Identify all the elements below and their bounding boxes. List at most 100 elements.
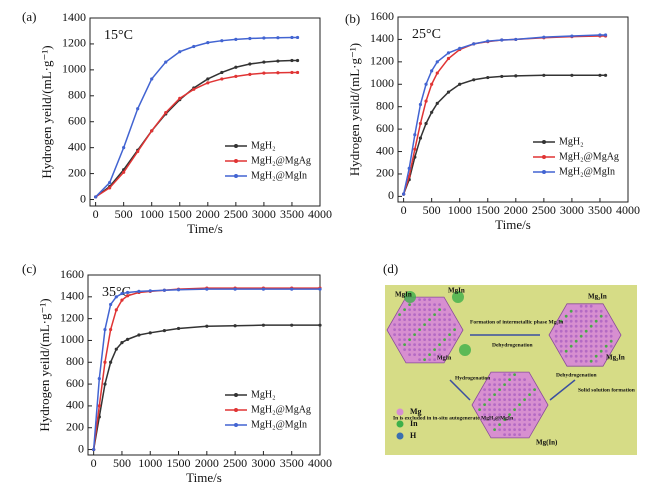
atom bbox=[443, 318, 446, 321]
data-point bbox=[486, 39, 490, 43]
data-point bbox=[424, 82, 428, 86]
data-point bbox=[435, 60, 439, 64]
y-tick-label: 200 bbox=[376, 166, 394, 180]
atom bbox=[584, 359, 588, 363]
diagram-text: Dehydrogenation bbox=[492, 342, 533, 348]
atom bbox=[498, 393, 501, 396]
atom bbox=[418, 353, 421, 356]
atom bbox=[418, 308, 421, 311]
atom bbox=[408, 318, 411, 321]
atom bbox=[433, 343, 436, 346]
atom bbox=[418, 323, 421, 326]
data-point bbox=[446, 90, 451, 94]
atom bbox=[453, 323, 456, 326]
atom bbox=[528, 423, 531, 426]
data-point bbox=[295, 58, 300, 63]
atom bbox=[609, 339, 613, 343]
atom bbox=[483, 418, 486, 421]
data-point bbox=[486, 75, 490, 80]
atom bbox=[559, 349, 563, 353]
atom bbox=[523, 383, 526, 386]
atom bbox=[493, 378, 496, 381]
data-point bbox=[206, 41, 210, 45]
data-point bbox=[126, 290, 130, 295]
atom bbox=[584, 304, 588, 308]
atom bbox=[438, 313, 441, 316]
series-line bbox=[92, 324, 320, 450]
atom bbox=[584, 349, 588, 353]
y-tick-label: 1000 bbox=[62, 62, 86, 76]
atom bbox=[428, 328, 431, 331]
atom bbox=[579, 329, 583, 333]
y-tick-label: 1400 bbox=[60, 289, 84, 303]
atom bbox=[584, 324, 588, 328]
atom bbox=[523, 388, 526, 391]
atom bbox=[408, 348, 411, 351]
atom bbox=[428, 348, 431, 351]
atom bbox=[518, 413, 521, 416]
atom bbox=[609, 334, 613, 338]
atom bbox=[418, 328, 421, 331]
atom bbox=[413, 323, 416, 326]
atom bbox=[428, 333, 431, 336]
atom bbox=[423, 313, 426, 316]
data-point bbox=[176, 288, 181, 292]
atom bbox=[518, 423, 521, 426]
data-point bbox=[220, 77, 224, 81]
temperature-label: 25°C bbox=[412, 27, 441, 42]
plot-frame bbox=[89, 17, 321, 207]
atom bbox=[403, 313, 406, 316]
diagram-text: H bbox=[410, 431, 417, 440]
diagram-text: MgIn bbox=[448, 287, 465, 295]
atom bbox=[533, 418, 536, 421]
atom bbox=[579, 314, 583, 318]
atom bbox=[423, 343, 426, 346]
atom bbox=[488, 383, 491, 386]
data-point bbox=[318, 323, 322, 327]
atom bbox=[398, 338, 401, 341]
data-point bbox=[176, 326, 181, 331]
atom bbox=[574, 339, 578, 343]
atom bbox=[498, 383, 501, 386]
data-point bbox=[290, 323, 294, 327]
x-tick-label: 2500 bbox=[532, 203, 556, 217]
in-cluster bbox=[452, 291, 464, 303]
atom bbox=[609, 324, 613, 328]
atom bbox=[589, 354, 593, 358]
atom bbox=[523, 398, 526, 401]
atom bbox=[498, 388, 501, 391]
atom bbox=[443, 338, 446, 341]
atom bbox=[488, 393, 491, 396]
atom bbox=[594, 309, 598, 313]
atom bbox=[393, 328, 396, 331]
diagram-text: Dehydrogenation bbox=[556, 372, 597, 378]
data-point bbox=[542, 35, 546, 39]
atom bbox=[533, 388, 536, 391]
atom bbox=[564, 319, 568, 323]
atom bbox=[438, 323, 441, 326]
data-point bbox=[178, 50, 182, 54]
data-point bbox=[418, 102, 423, 107]
atom bbox=[448, 343, 451, 346]
diagram-text: Formation of intermetallic phase Mg₂In bbox=[470, 319, 563, 325]
data-point bbox=[262, 36, 266, 40]
data-point bbox=[164, 111, 168, 115]
data-point bbox=[276, 36, 280, 40]
data-point bbox=[92, 447, 96, 452]
data-point bbox=[108, 186, 112, 190]
atom bbox=[579, 339, 583, 343]
data-point bbox=[206, 81, 210, 85]
atom bbox=[574, 334, 578, 338]
atom bbox=[448, 318, 451, 321]
atom bbox=[579, 304, 583, 308]
data-point bbox=[514, 37, 518, 42]
legend-label: MgH₂@MgAg bbox=[559, 151, 619, 162]
atom bbox=[604, 339, 608, 343]
atom bbox=[498, 423, 501, 426]
atom bbox=[518, 393, 521, 396]
atom bbox=[408, 308, 411, 311]
atom bbox=[423, 303, 426, 306]
atom bbox=[438, 343, 441, 346]
atom bbox=[599, 324, 603, 328]
